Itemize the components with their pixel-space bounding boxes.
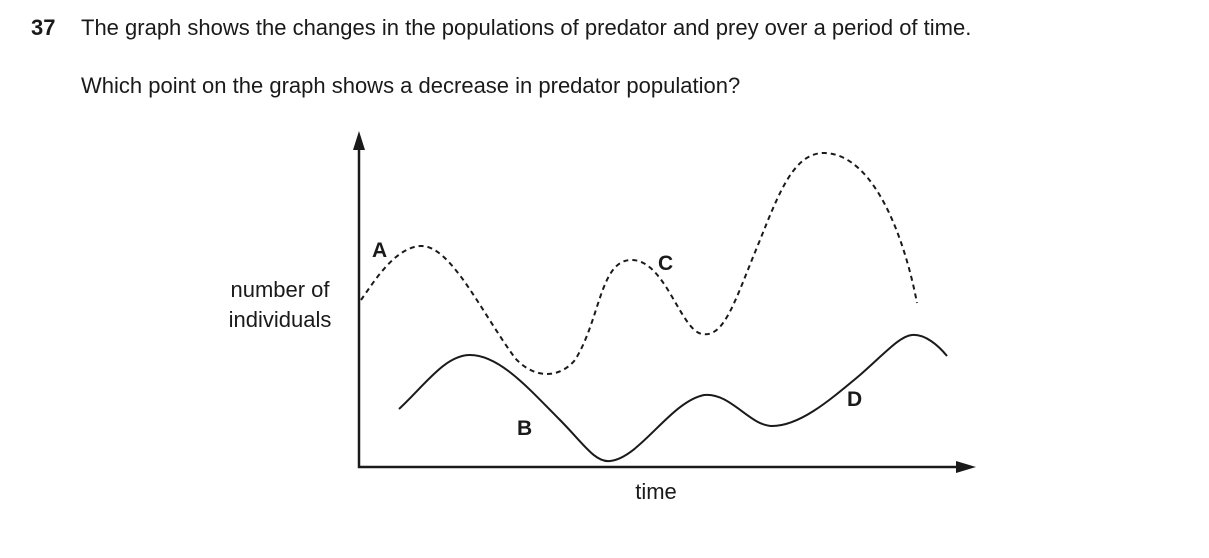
point-label-c: C xyxy=(658,252,673,275)
point-label-b: B xyxy=(517,417,532,440)
question-number: 37 xyxy=(31,15,56,40)
question-prompt: Which point on the graph shows a decreas… xyxy=(81,73,741,98)
point-label-a: A xyxy=(372,239,387,262)
y-axis-label-line1: number of xyxy=(230,277,330,302)
x-axis-label: time xyxy=(635,479,677,504)
y-axis-label-line2: individuals xyxy=(228,307,332,332)
x-axis-arrowhead xyxy=(956,461,976,473)
question-stem: The graph shows the changes in the popul… xyxy=(81,15,972,40)
point-label-d: D xyxy=(847,388,862,411)
y-axis-arrowhead xyxy=(353,131,365,150)
solid-population-curve xyxy=(398,333,948,463)
dashed-population-curve xyxy=(360,151,918,375)
